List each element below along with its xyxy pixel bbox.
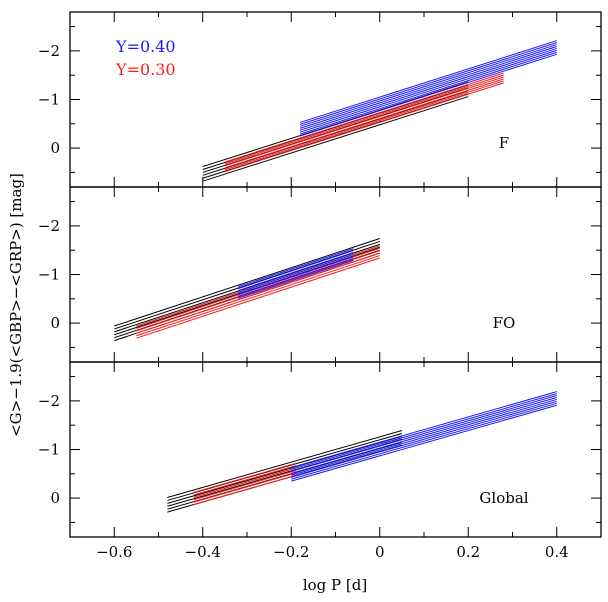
pl-line-red [224, 76, 504, 167]
y-tick-label: 0 [50, 139, 60, 157]
pl-line-red [136, 252, 380, 334]
chart-panels: 0 −1 −2 F 0 −1 −2 FO 0 −1 −2 Global [38, 11, 602, 538]
legend-entry-y040: Y=0.40 [115, 37, 176, 56]
pl-line-black [202, 96, 469, 182]
pl-line-black [167, 430, 403, 499]
pl-line-blue [299, 53, 557, 137]
pl-line-blue [291, 395, 557, 472]
pl-line-blue [291, 404, 557, 482]
legend: Y=0.40 Y=0.30 [115, 37, 176, 79]
pl-line-blue [237, 259, 354, 299]
x-tick-label: 0 [375, 543, 385, 561]
pl-line-red [224, 80, 504, 171]
pl-line-blue [299, 40, 557, 123]
pl-line-red [193, 472, 296, 503]
pl-line-red [224, 82, 504, 173]
panel-fo: 0 −1 −2 FO [38, 186, 602, 363]
panel-frame [69, 186, 602, 363]
pl-line-blue [299, 49, 557, 133]
pl-line-blue [291, 400, 557, 478]
y-tick-label: 0 [50, 314, 60, 332]
pl-line-blue [299, 46, 557, 129]
y-tick-label: −2 [38, 42, 60, 60]
series-red [193, 462, 296, 506]
x-tick-label: 0.2 [456, 543, 480, 561]
pl-line-red [193, 467, 296, 498]
series-blue [237, 248, 354, 299]
series-red [224, 72, 504, 173]
pl-line-red [136, 250, 380, 332]
panel-global: 0 −1 −2 Global [38, 361, 602, 538]
pl-line-blue [299, 44, 557, 127]
pl-line-red [136, 255, 380, 337]
pl-line-blue [291, 397, 557, 474]
x-tick-label: −0.6 [96, 543, 132, 561]
pl-line-red [224, 78, 504, 169]
pl-line-red [224, 72, 504, 163]
pl-line-blue [291, 398, 557, 476]
pl-line-blue [237, 256, 354, 295]
pl-line-red [136, 257, 380, 339]
x-tick-label: −0.2 [273, 543, 309, 561]
pl-line-blue [237, 257, 354, 297]
pl-line-red [193, 465, 296, 496]
y-tick-label: −1 [38, 91, 60, 109]
pl-line-blue [291, 402, 557, 480]
pl-line-blue [299, 42, 557, 125]
panel-label: FO [493, 314, 516, 332]
y-tick-label: −1 [38, 441, 60, 459]
panel-label: F [499, 134, 509, 152]
y-tick-label: −1 [38, 266, 60, 284]
y-tick-label: −2 [38, 217, 60, 235]
y-axis-label: <G>−1.9(<GBP>−<GRP>) [mag] [7, 173, 25, 437]
panel-label: Global [479, 489, 528, 507]
y-tick-label: −2 [38, 392, 60, 410]
pl-line-blue [237, 252, 354, 292]
series-blue [299, 40, 557, 137]
x-axis: −0.6 −0.4 −0.2 0 0.2 0.4 [96, 543, 569, 561]
pl-line-blue [291, 393, 557, 470]
legend-entry-y030: Y=0.30 [115, 60, 176, 79]
pl-line-red [193, 462, 296, 493]
series-blue [291, 391, 557, 482]
x-tick-label: 0.4 [545, 543, 569, 561]
y-tick-label: 0 [50, 489, 60, 507]
pl-line-blue [291, 391, 557, 468]
pl-line-red [193, 470, 296, 501]
pl-line-red [193, 474, 296, 506]
pl-line-blue [237, 254, 354, 293]
pl-line-blue [237, 250, 354, 290]
x-tick-label: −0.4 [185, 543, 221, 561]
pl-line-red [224, 74, 504, 165]
pl-line-blue [299, 47, 557, 131]
pl-line-blue [237, 248, 354, 288]
pl-line-blue [299, 51, 557, 135]
x-axis-label: log P [d] [303, 576, 367, 594]
pl-line-black [114, 238, 380, 327]
